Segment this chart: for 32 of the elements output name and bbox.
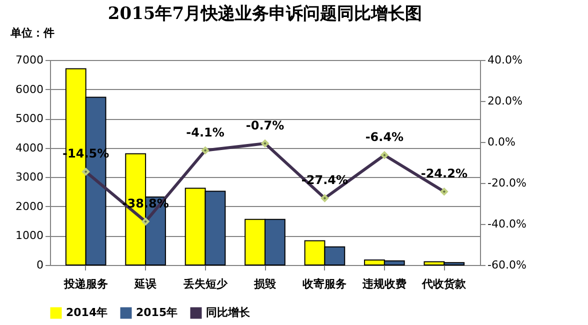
legend-label: 2015年 <box>136 306 178 319</box>
x-tick-label: 丢失短少 <box>182 278 228 290</box>
x-tick-label: 投递服务 <box>62 278 108 290</box>
y-tick-label: 1000 <box>16 229 44 242</box>
y2-tick-label: 40.0% <box>488 54 522 66</box>
data-label: -0.7% <box>246 118 284 132</box>
y-tick-label: 7000 <box>16 54 44 66</box>
data-label: -14.5% <box>62 146 110 161</box>
y2-tick-label: 0.0% <box>488 136 516 148</box>
legend-label: 同比增长 <box>206 306 251 319</box>
x-tick-label: 收寄服务 <box>302 278 347 290</box>
data-label: -24.2% <box>420 166 468 181</box>
y2-tick-label: -20.0% <box>488 176 526 190</box>
data-label: -4.1% <box>186 125 224 140</box>
y-tick-label: 5000 <box>16 112 44 126</box>
y-tick-label: 3000 <box>16 170 44 184</box>
y2-tick-label: -40.0% <box>488 218 526 230</box>
y-tick-label: 2000 <box>16 200 44 213</box>
y-tick-label: 0 <box>36 258 44 272</box>
x-tick-label: 违规收费 <box>361 278 406 290</box>
y-tick-label: 6000 <box>16 82 44 96</box>
chart-title: 2015年7月快递业务申诉问题同比增长图 <box>108 4 422 24</box>
y-tick-label: 4000 <box>16 141 44 154</box>
legend-label: 2014年 <box>66 306 108 319</box>
y2-tick-label: -60.0% <box>488 258 526 272</box>
data-label: -6.4% <box>365 130 404 144</box>
data-label: -38.8% <box>122 196 169 211</box>
y2-tick-label: 20.0% <box>488 94 522 108</box>
x-tick-label: 损毁 <box>253 278 277 290</box>
x-tick-label: 代收货款 <box>421 278 468 290</box>
y-axis-title: 单位：件 <box>10 26 54 40</box>
x-tick-label: 延误 <box>134 278 158 290</box>
